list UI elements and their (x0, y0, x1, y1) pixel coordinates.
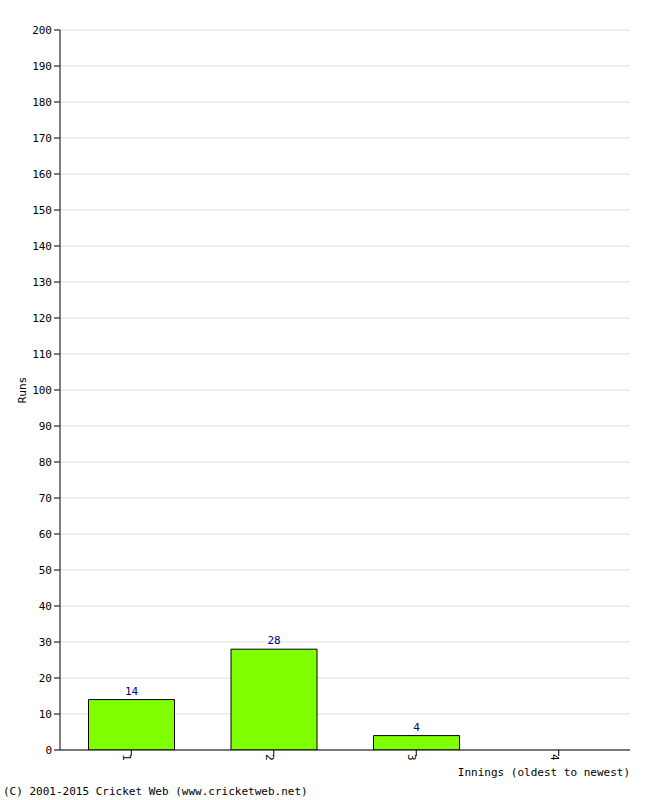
svg-text:10: 10 (39, 708, 52, 721)
svg-text:14: 14 (125, 685, 139, 698)
svg-text:4: 4 (548, 754, 561, 761)
svg-text:150: 150 (32, 204, 52, 217)
svg-text:90: 90 (39, 420, 52, 433)
svg-text:170: 170 (32, 132, 52, 145)
svg-text:28: 28 (267, 634, 280, 647)
svg-text:190: 190 (32, 60, 52, 73)
svg-text:20: 20 (39, 672, 52, 685)
svg-text:70: 70 (39, 492, 52, 505)
html-text:(C) 2001-2015 Cricket Web (www: (C) 2001-2015 Cricket Web (www.cricketwe… (3, 785, 308, 798)
svg-text:0: 0 (45, 744, 52, 757)
svg-text:200: 200 (32, 24, 52, 37)
svg-text:4: 4 (413, 721, 420, 734)
svg-text:3: 3 (405, 754, 418, 761)
svg-text:80: 80 (39, 456, 52, 469)
svg-text:100: 100 (32, 384, 52, 397)
svg-text:130: 130 (32, 276, 52, 289)
svg-text:1: 1 (120, 754, 133, 761)
svg-text:2: 2 (263, 754, 276, 761)
svg-text:40: 40 (39, 600, 52, 613)
svg-text:110: 110 (32, 348, 52, 361)
svg-text:60: 60 (39, 528, 52, 541)
svg-text:140: 140 (32, 240, 52, 253)
svg-text:160: 160 (32, 168, 52, 181)
html-text:Innings (oldest to newest): Innings (oldest to newest) (457, 766, 630, 779)
svg-text:120: 120 (32, 312, 52, 325)
svg-text:Runs: Runs (16, 377, 29, 404)
svg-text:50: 50 (39, 564, 52, 577)
svg-text:180: 180 (32, 96, 52, 109)
svg-text:30: 30 (39, 636, 52, 649)
